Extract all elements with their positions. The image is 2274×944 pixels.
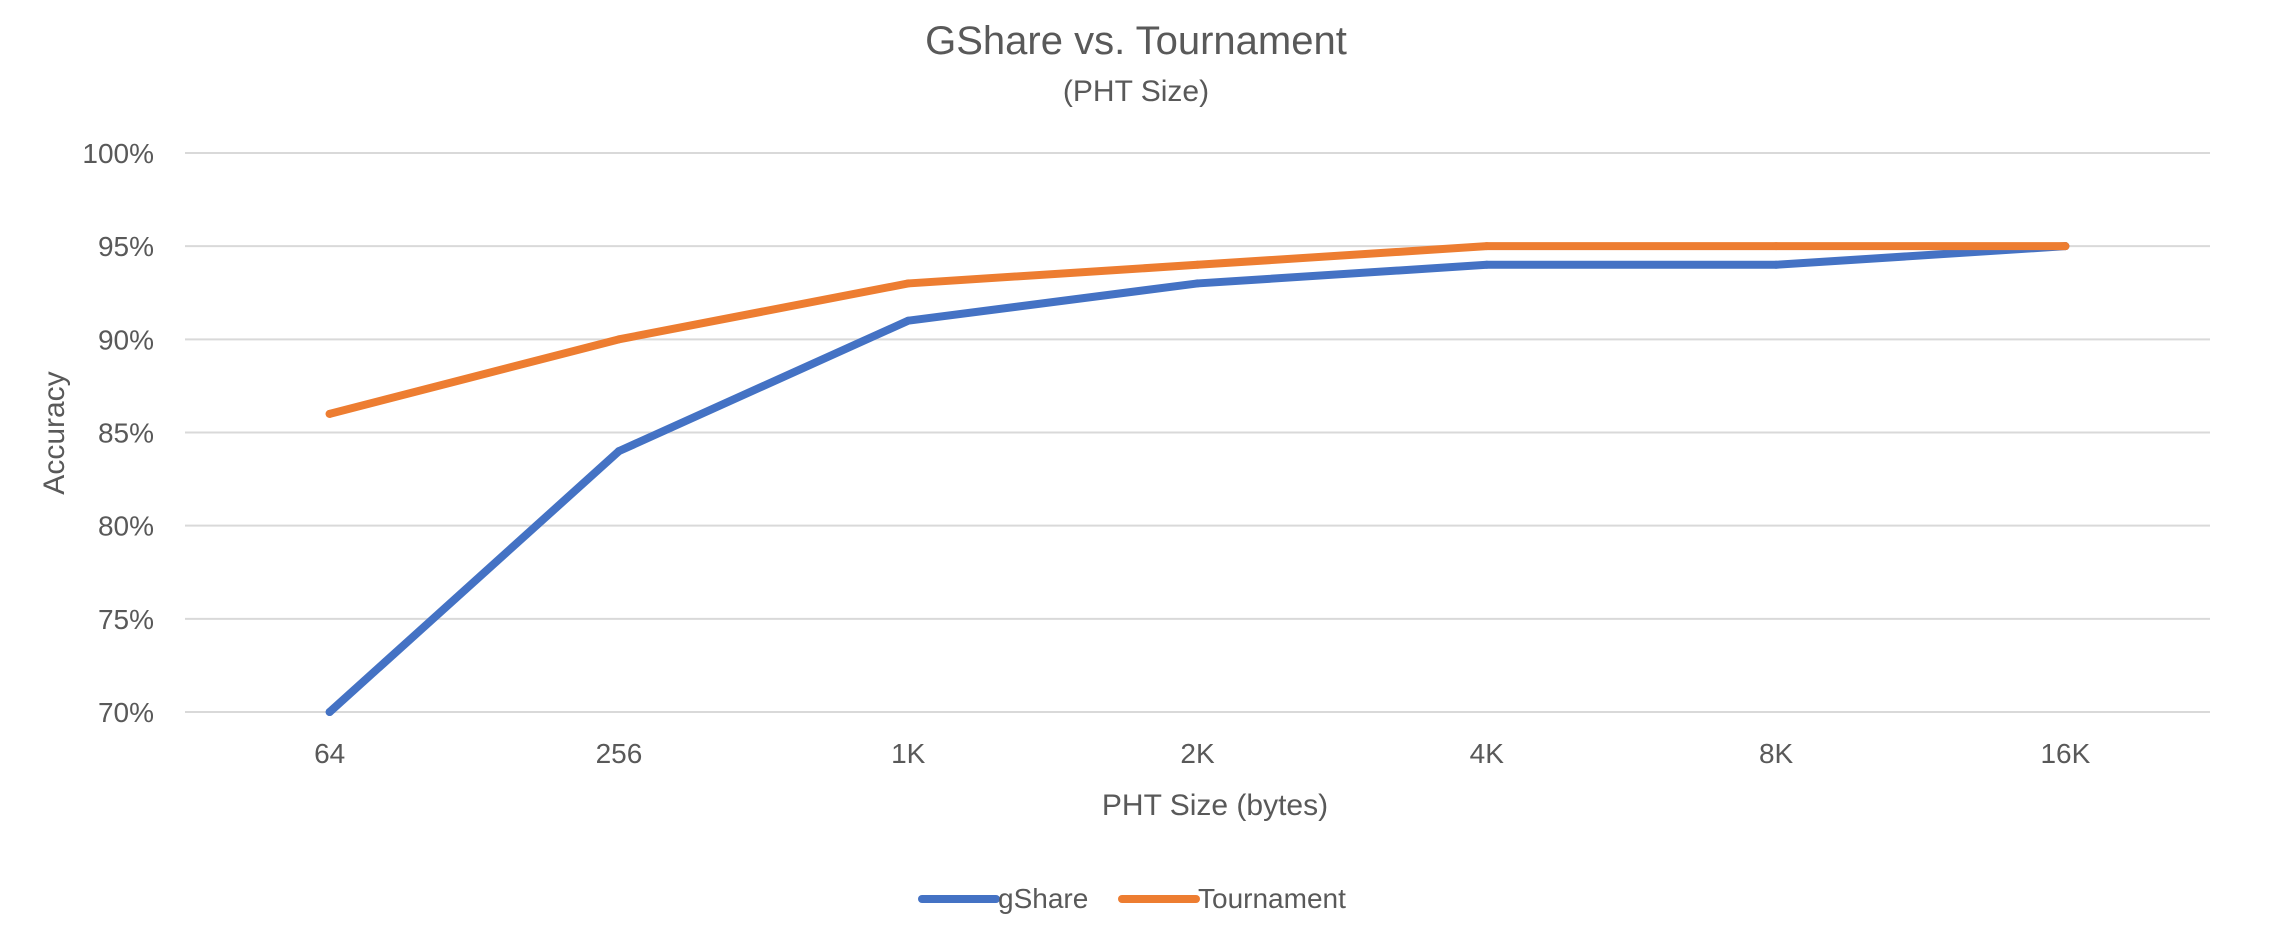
y-tick-label: 90%	[98, 324, 154, 355]
x-axis-title: PHT Size (bytes)	[1102, 789, 1328, 822]
data-point-gshare	[614, 447, 623, 456]
legend: gShare Tournament	[918, 883, 1346, 914]
x-tick-label: 8K	[1759, 738, 1794, 769]
series-lines	[325, 242, 2070, 716]
data-point-tournament	[904, 279, 913, 288]
data-point-tournament	[1772, 242, 1781, 251]
data-point-gshare	[1482, 260, 1491, 269]
data-point-tournament	[614, 335, 623, 344]
data-point-gshare	[325, 708, 334, 716]
data-point-gshare	[904, 316, 913, 325]
x-axis-ticks: 64 256 1K 2K 4K 8K 16K	[314, 738, 2091, 769]
data-point-tournament	[2061, 242, 2070, 251]
x-tick-label: 16K	[2040, 738, 2090, 769]
data-point-gshare	[1772, 260, 1781, 269]
data-point-gshare	[1193, 279, 1202, 288]
data-point-tournament	[1482, 242, 1491, 251]
y-tick-label: 100%	[82, 138, 154, 169]
x-tick-label: 1K	[891, 738, 926, 769]
y-tick-label: 75%	[98, 604, 154, 635]
chart-subtitle: (PHT Size)	[1063, 75, 1209, 108]
chart-title: GShare vs. Tournament	[925, 19, 1347, 63]
series-line-gshare	[325, 242, 2070, 716]
y-axis-ticks: 70% 75% 80% 85% 90% 95% 100%	[82, 138, 154, 728]
x-tick-label: 64	[314, 738, 345, 769]
x-tick-label: 2K	[1180, 738, 1215, 769]
legend-label-tournament: Tournament	[1198, 883, 1346, 914]
data-point-tournament	[325, 409, 334, 418]
gridlines	[185, 152, 2210, 713]
y-tick-label: 70%	[98, 697, 154, 728]
y-axis-title: Accuracy	[38, 371, 71, 494]
x-tick-label: 4K	[1470, 738, 1505, 769]
legend-label-gshare: gShare	[998, 883, 1088, 914]
y-tick-label: 80%	[98, 511, 154, 542]
x-tick-label: 256	[596, 738, 643, 769]
series-line-tournament	[325, 242, 2070, 418]
y-tick-label: 85%	[98, 418, 154, 449]
y-tick-label: 95%	[98, 231, 154, 262]
data-point-tournament	[1193, 260, 1202, 269]
